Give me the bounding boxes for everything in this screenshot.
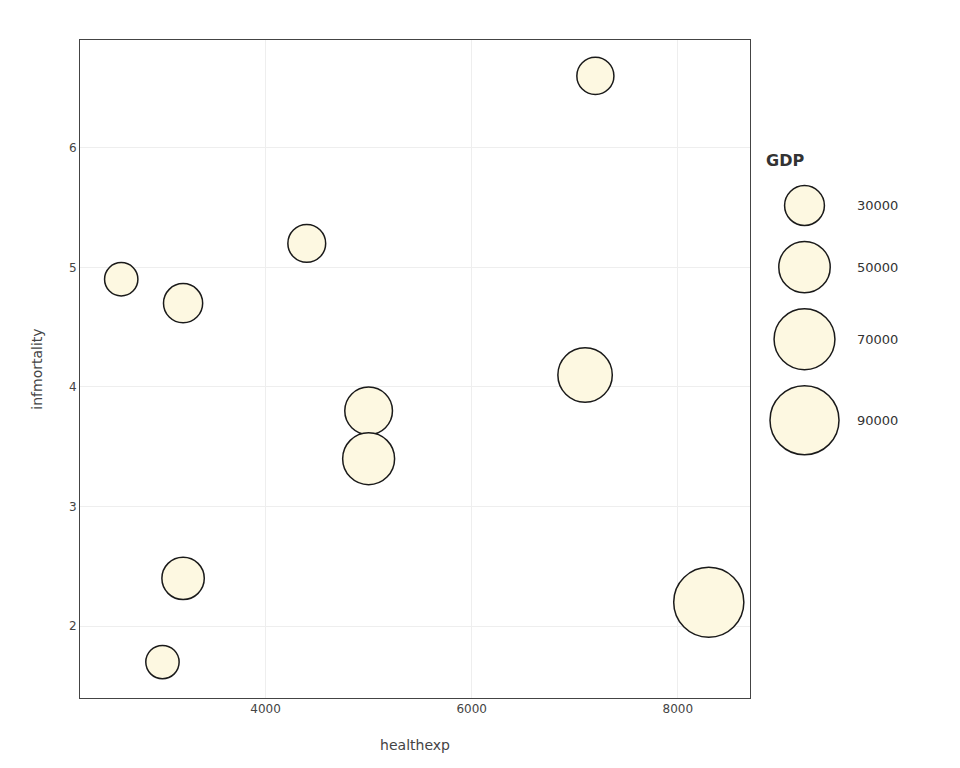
svg-text:6: 6 (69, 141, 77, 155)
svg-text:70000: 70000 (857, 332, 898, 347)
svg-text:8000: 8000 (663, 702, 694, 716)
svg-text:infmortality: infmortality (29, 328, 45, 409)
svg-text:50000: 50000 (857, 260, 898, 275)
svg-text:5: 5 (69, 261, 77, 275)
svg-text:healthexp: healthexp (380, 737, 450, 753)
svg-text:2: 2 (69, 619, 77, 633)
svg-text:4000: 4000 (250, 702, 281, 716)
svg-text:30000: 30000 (857, 198, 898, 213)
svg-text:6000: 6000 (456, 702, 487, 716)
svg-text:3: 3 (69, 500, 77, 514)
svg-text:4: 4 (69, 380, 77, 394)
svg-text:90000: 90000 (857, 413, 898, 428)
svg-text:GDP: GDP (766, 151, 804, 170)
